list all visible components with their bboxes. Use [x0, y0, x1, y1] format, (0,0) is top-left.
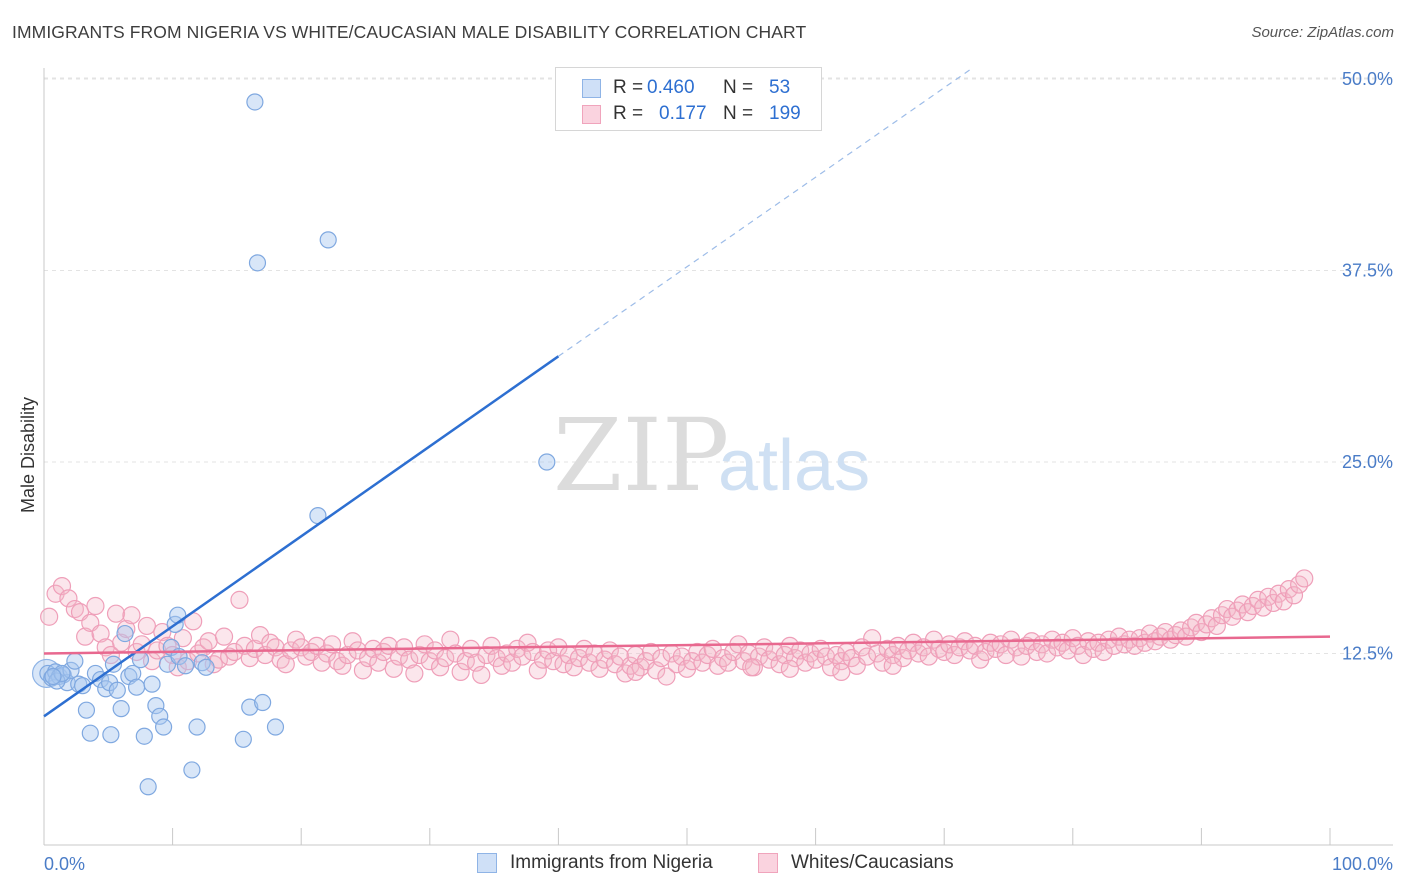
whites-point-18 — [138, 617, 155, 634]
y-tick-label-0: 12.5% — [1342, 644, 1393, 664]
legend-swatch-pink — [582, 105, 601, 124]
whites-point-245 — [743, 659, 760, 676]
nigeria-point-51 — [539, 454, 555, 470]
nigeria-point-14 — [82, 725, 98, 741]
legend-n-value: 53 — [769, 77, 790, 99]
x-tick-label-max: 100.0% — [1332, 854, 1393, 874]
bottom-legend-label-nigeria: Immigrants from Nigeria — [510, 852, 713, 874]
bottom-legend-nigeria: Immigrants from Nigeria — [477, 852, 713, 874]
x-tick-label-min: 0.0% — [44, 854, 85, 874]
legend-n-label: N = — [723, 77, 769, 99]
nigeria-point-28 — [140, 779, 156, 795]
nigeria-point-25 — [129, 679, 145, 695]
y-tick-label-3: 50.0% — [1342, 69, 1393, 89]
nigeria-point-42 — [170, 607, 186, 623]
nigeria-point-48 — [249, 255, 265, 271]
nigeria-point-27 — [136, 728, 152, 744]
nigeria-point-37 — [177, 658, 193, 674]
legend-n-label: N = — [723, 103, 769, 125]
scatter-chart: ZIP atlas 0.0% 100.0% Male Disability 12… — [0, 0, 1406, 892]
legend-r-label: R = — [613, 77, 647, 99]
legend-r-value: 0.177 — [647, 103, 723, 125]
nigeria-point-32 — [156, 719, 172, 735]
whites-point-15 — [123, 607, 140, 624]
legend-n-value: 199 — [769, 103, 801, 125]
nigeria-point-38 — [184, 762, 200, 778]
legend-r-value: 0.460 — [647, 77, 723, 99]
whites-point-70 — [406, 665, 423, 682]
whites-point-159 — [864, 630, 881, 647]
y-tick-label-2: 37.5% — [1342, 261, 1393, 281]
gridlines — [44, 78, 1393, 654]
y-tick-label-1: 25.0% — [1342, 452, 1393, 472]
legend-row-whites: R = 0.177 N = 199 — [582, 102, 801, 126]
nigeria-point-10 — [67, 653, 83, 669]
nigeria-point-13 — [78, 702, 94, 718]
bottom-legend-label-whites: Whites/Caucasians — [791, 852, 954, 874]
whites-point-246 — [781, 660, 798, 677]
nigeria-point-45 — [255, 695, 271, 711]
trend-lines — [44, 70, 1330, 717]
bottom-legend-swatch-blue — [477, 853, 497, 873]
nigeria-point-43 — [235, 731, 251, 747]
whites-point-36 — [231, 591, 248, 608]
legend-swatch-blue — [582, 79, 601, 98]
whites-point-248 — [884, 657, 901, 674]
legend-row-nigeria: R = 0.460 N = 53 — [582, 76, 790, 100]
nigeria-point-47 — [247, 94, 263, 110]
whites-point-243 — [1296, 570, 1313, 587]
whites-point-83 — [473, 666, 490, 683]
nigeria-point-39 — [189, 719, 205, 735]
whites-caucasians-points — [41, 570, 1313, 685]
bottom-legend-whites: Whites/Caucasians — [758, 852, 954, 874]
nigeria-point-49 — [320, 232, 336, 248]
legend-r-label: R = — [613, 103, 647, 125]
watermark-zip: ZIP — [553, 397, 729, 514]
nigeria-point-20 — [109, 682, 125, 698]
whites-point-12 — [108, 605, 125, 622]
whites-point-247 — [833, 663, 850, 680]
nigeria-point-46 — [267, 719, 283, 735]
nigeria-point-9 — [45, 668, 61, 684]
bottom-legend-swatch-pink — [758, 853, 778, 873]
nigeria-point-29 — [144, 676, 160, 692]
whites-point-244 — [627, 663, 644, 680]
watermark-atlas: atlas — [718, 426, 870, 506]
whites-point-30 — [200, 633, 217, 650]
y-axis-label: Male Disability — [18, 397, 38, 513]
nigeria-point-21 — [113, 701, 129, 717]
nigeria-point-52 — [103, 727, 119, 743]
nigeria-point-41 — [198, 659, 214, 675]
nigeria-points — [33, 94, 555, 795]
correlation-legend: R = 0.460 N = 53 R = 0.177 N = 199 — [555, 67, 822, 131]
whites-point-33 — [216, 628, 233, 645]
whites-point-8 — [87, 598, 104, 615]
watermark: ZIP atlas — [553, 397, 870, 514]
nigeria-point-22 — [117, 626, 133, 642]
whites-point-0 — [41, 608, 58, 625]
